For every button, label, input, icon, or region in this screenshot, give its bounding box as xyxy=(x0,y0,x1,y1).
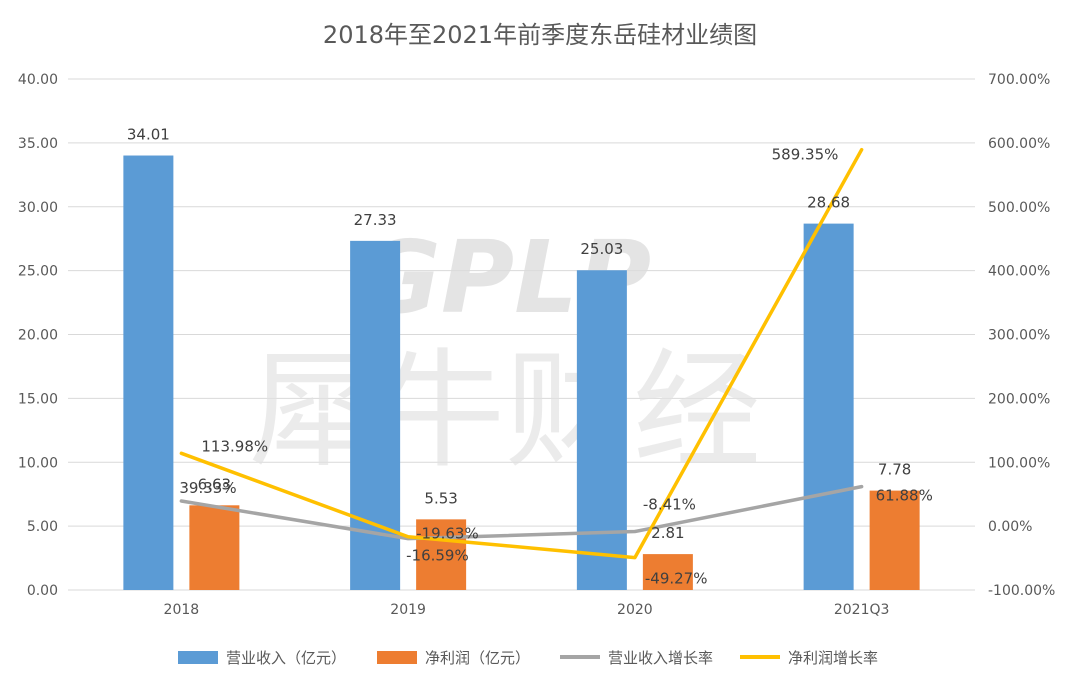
watermark-text-cn: 犀牛财经 xyxy=(249,337,761,486)
line-data-label: -16.59% xyxy=(406,547,469,565)
bar-data-label: 2.81 xyxy=(651,524,684,542)
axes: 0.00 5.00 10.00 15.00 20.00 25.00 30.00 35.00 40… xyxy=(18,72,1055,618)
watermark: GPLP 犀牛财经 xyxy=(249,219,761,486)
bar-data-label: 5.53 xyxy=(424,489,457,507)
right-axis-tick-label: 600.00% xyxy=(988,136,1050,152)
line-net-profit-growth xyxy=(179,147,864,560)
bar-revenue xyxy=(576,270,627,590)
line-data-label: 61.88% xyxy=(876,487,933,505)
x-axis-category-label: 2018 xyxy=(164,602,200,618)
left-axis-tick-label: 15.00 xyxy=(18,391,58,407)
left-axis-tick-label: 20.00 xyxy=(18,328,58,344)
left-axis-tick-label: 30.00 xyxy=(18,200,58,216)
right-axis-tick-label: 500.00% xyxy=(988,200,1050,216)
left-axis-tick-label: 10.00 xyxy=(18,455,58,471)
bar-net-profit xyxy=(869,490,920,590)
bar-data-label: 34.01 xyxy=(127,126,170,144)
legend-label: 营业收入（亿元） xyxy=(226,649,346,667)
line-data-label: 113.98% xyxy=(201,437,268,455)
left-axis-tick-label: 5.00 xyxy=(27,519,58,535)
right-axis-tick-label: 700.00% xyxy=(988,72,1050,88)
bar-data-label: 28.68 xyxy=(807,194,850,212)
right-axis-tick-label: -100.00% xyxy=(988,583,1055,599)
left-axis-tick-label: 40.00 xyxy=(18,72,58,88)
bar-net-profit xyxy=(189,505,240,590)
legend-swatch xyxy=(377,651,417,664)
x-axis-category-label: 2020 xyxy=(617,602,653,618)
right-axis-tick-label: 300.00% xyxy=(988,328,1050,344)
bar-revenue xyxy=(123,155,174,590)
line-data-label: 39.33% xyxy=(179,479,236,497)
legend: 营业收入（亿元） 净利润（亿元） 营业收入增长率 净利润增长率 xyxy=(178,649,878,667)
left-axis-tick-label: 0.00 xyxy=(27,583,58,599)
line-revenue-growth xyxy=(179,484,864,541)
legend-swatch xyxy=(178,651,218,664)
bar-net-profit xyxy=(642,554,693,590)
line-data-label: 589.35% xyxy=(772,146,839,164)
left-axis-tick-label: 25.00 xyxy=(18,264,58,280)
right-axis-tick-label: 0.00% xyxy=(988,519,1032,535)
bar-data-label: 6.63 xyxy=(198,475,231,493)
bar-data-label: 27.33 xyxy=(354,211,397,229)
right-axis-tick-label: 100.00% xyxy=(988,455,1050,471)
bar-revenue xyxy=(803,223,854,590)
left-axis-tick-label: 35.00 xyxy=(18,136,58,152)
x-axis-category-label: 2021Q3 xyxy=(834,602,890,618)
bar-data-label: 25.03 xyxy=(580,240,623,258)
bar-net-profit xyxy=(416,519,467,590)
right-axis-tick-label: 200.00% xyxy=(988,391,1050,407)
line-data-label: -49.27% xyxy=(645,570,708,588)
chart-title: 2018年至2021年前季度东岳硅材业绩图 xyxy=(323,21,757,49)
bar-data-label: 7.78 xyxy=(878,461,911,479)
line-data-label: -8.41% xyxy=(643,495,696,513)
legend-label: 净利润（亿元） xyxy=(425,649,530,667)
legend-label: 净利润增长率 xyxy=(788,649,878,667)
right-axis-tick-label: 400.00% xyxy=(988,264,1050,280)
x-axis-category-label: 2019 xyxy=(390,602,426,618)
data-labels: 34.01 27.33 25.03 28.68 6.63 5.53 2.81 7.78 39.3… xyxy=(127,126,933,588)
lines xyxy=(179,147,864,560)
legend-label: 营业收入增长率 xyxy=(608,649,713,667)
line-data-label: -19.63% xyxy=(416,525,479,543)
